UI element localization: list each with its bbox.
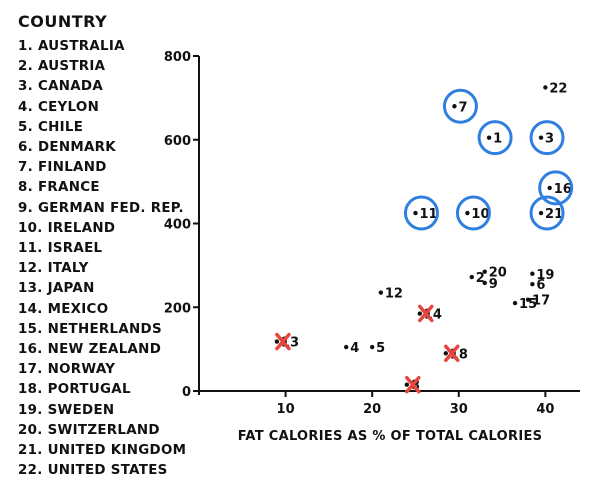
data-point (378, 290, 384, 295)
data-point (482, 280, 487, 286)
data-point (452, 104, 457, 109)
country-item: 5. CHILE (18, 119, 84, 135)
country-item: 22. UNITED STATES (18, 463, 168, 479)
data-point (547, 185, 552, 191)
data-point-label: 6 (536, 278, 545, 293)
data-point (274, 339, 280, 344)
country-item: 9. GERMAN FED. REP. (18, 200, 184, 216)
x-tick-label: 40 (536, 402, 554, 417)
x-tick-label: 20 (363, 402, 381, 417)
data-point-label: 21 (545, 207, 563, 222)
data-point (512, 300, 518, 306)
data-point-label: 5 (376, 341, 385, 356)
country-item: 19. SWEDEN (18, 402, 115, 418)
country-item: 21. UNITED KINGDOM (18, 443, 187, 459)
country-item: 20. SWITZERLAND (18, 422, 160, 438)
country-item: 16. NEW ZEALAND (18, 342, 162, 358)
y-tick-label: 800 (164, 50, 191, 65)
data-point-label: 17 (532, 294, 550, 309)
data-point (443, 351, 448, 356)
highlight-circle (442, 88, 478, 124)
highlight-circle (403, 195, 439, 231)
data-point-label: 22 (549, 81, 567, 96)
country-item: 6. DENMARK (18, 140, 116, 156)
country-legend: COUNTRY 1. AUSTRALIA 2. AUSTRIA 3. CANADA 4… (18, 12, 198, 481)
data-point-label: 10 (471, 207, 489, 222)
country-list-items: 1. AUSTRALIA 2. AUSTRIA 3. CANADA 4. CEYLON… (18, 37, 198, 481)
data-point-label: 20 (489, 266, 507, 281)
y-tick-label: 400 (164, 218, 191, 233)
x-tick-label: 30 (450, 402, 468, 417)
data-point-label: 16 (554, 182, 572, 197)
cross-mark (444, 344, 460, 363)
country-item: 12. ITALY (18, 261, 89, 277)
highlight-circle (455, 195, 491, 231)
cross-mark (418, 304, 434, 323)
data-point-label: 1 (493, 132, 502, 147)
country-item: 15. NETHERLANDS (18, 321, 162, 337)
data-point (465, 210, 470, 216)
data-point-label: 2 (476, 271, 485, 286)
country-item: 11. ISRAEL (18, 241, 103, 257)
country-item: 3. CANADA (18, 79, 104, 95)
country-item: 4. CEYLON (18, 99, 100, 115)
data-point (538, 210, 544, 216)
country-item: 8. FRANCE (18, 180, 100, 196)
x-axis-title: FAT CALORIES AS % OF TOTAL CALORIES (238, 429, 543, 444)
cross-mark (275, 332, 291, 351)
x-tick-label: 10 (277, 402, 295, 417)
country-item: 14. MEXICO (18, 301, 109, 317)
data-point-label: 12 (385, 287, 403, 302)
data-point-label: 15 (519, 297, 537, 312)
y-tick-label: 600 (164, 134, 191, 149)
data-point (543, 85, 548, 90)
y-tick-label: 200 (164, 301, 191, 316)
data-point-label: 4 (350, 341, 359, 356)
data-point (525, 297, 531, 302)
data-point (369, 344, 375, 350)
cross-mark (405, 375, 421, 394)
data-point (486, 135, 492, 140)
country-item: 17. NORWAY (18, 362, 116, 378)
data-point (538, 135, 544, 140)
data-point (417, 311, 423, 316)
country-item: 10. IRELAND (18, 220, 116, 236)
data-point (482, 269, 487, 274)
data-point-label: 19 (536, 268, 554, 283)
country-item: 1. AUSTRALIA (18, 39, 125, 54)
data-point-label: 7 (458, 100, 467, 115)
data-point-label: 3 (545, 132, 554, 147)
data-point (530, 271, 535, 276)
country-item: 13. JAPAN (18, 281, 95, 297)
country-heading: COUNTRY (18, 12, 108, 31)
data-point (530, 282, 535, 287)
highlight-circle (477, 120, 513, 156)
highlight-circle (538, 170, 574, 206)
highlight-circle (529, 195, 565, 231)
country-item: 18. PORTUGAL (18, 382, 131, 398)
data-point (413, 210, 418, 216)
highlight-circle (529, 120, 565, 156)
data-point-label: 9 (489, 277, 498, 292)
country-item: 2. AUSTRIA (18, 59, 106, 75)
data-point (469, 274, 474, 280)
data-point-label: 11 (419, 207, 437, 222)
country-item: 7. FINLAND (18, 160, 107, 176)
data-point (404, 382, 410, 387)
data-point (344, 344, 349, 350)
y-tick-label: 0 (182, 385, 191, 400)
